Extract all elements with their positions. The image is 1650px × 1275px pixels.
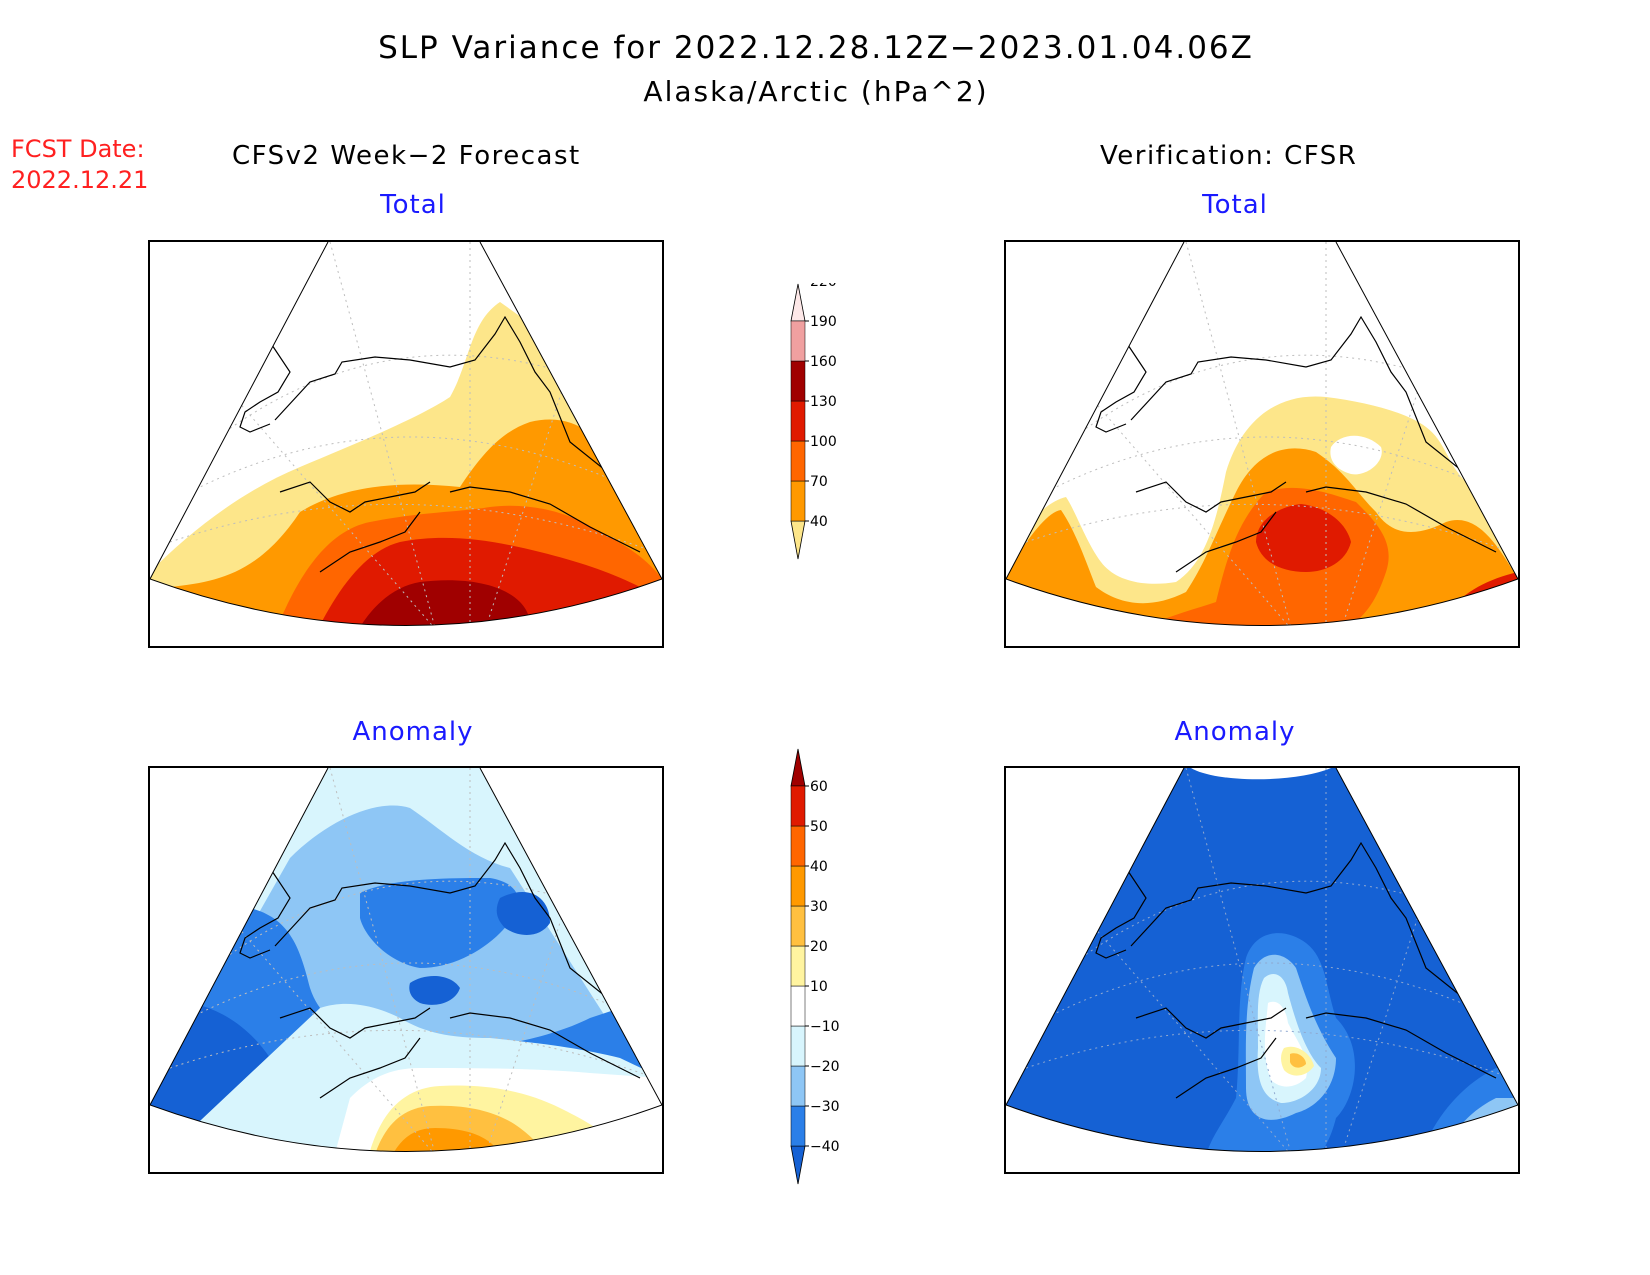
anomaly-colorbar-box: [790, 865, 806, 907]
total-colorbar-high-triangle: [790, 283, 806, 322]
forecast-anomaly-map: [148, 766, 664, 1174]
anomaly-colorbar-box: [790, 1105, 806, 1147]
forecast-date-label: FCST Date:: [11, 135, 145, 163]
anomaly-colorbar-svg: −40 −30 −20 −10 10 20 30 40 50 60: [790, 748, 840, 1185]
anomaly-colorbar-box: [790, 905, 806, 947]
anomaly-colorbar-label: 30: [810, 899, 828, 915]
anomaly-colorbar-label: −20: [810, 1059, 840, 1075]
anomaly-colorbar-label: 60: [810, 779, 828, 795]
total-colorbar-box: [790, 360, 806, 402]
forecast-anomaly-title: Anomaly: [352, 717, 474, 747]
total-colorbar-label: 190: [810, 314, 837, 330]
anomaly-colorbar-box: [790, 1025, 806, 1067]
total-colorbar-label: 220: [810, 283, 837, 290]
anomaly-colorbar-box: [790, 945, 806, 987]
total-colorbar-label: 160: [810, 354, 837, 370]
total-colorbar-box: [790, 440, 806, 482]
anomaly-colorbar-label: −10: [810, 1019, 840, 1035]
total-colorbar: 40 70 100 130 160 190 220: [790, 274, 870, 565]
total-colorbar-box: [790, 320, 806, 362]
verification-anomaly-map: [1004, 766, 1520, 1174]
total-colorbar-svg: 40 70 100 130 160 190 220: [790, 274, 837, 560]
verification-anomaly-title: Anomaly: [1174, 717, 1296, 747]
anomaly-colorbar-box: [790, 1065, 806, 1107]
forecast-date-value: 2022.12.21: [11, 166, 149, 194]
total-colorbar-label: 70: [810, 474, 828, 490]
anomaly-colorbar-label: −30: [810, 1099, 840, 1115]
anomaly-colorbar-label: 40: [810, 859, 828, 875]
total-colorbar-label: 40: [810, 514, 828, 530]
anomaly-colorbar-label: −40: [810, 1139, 840, 1155]
anomaly-colorbar-box: [790, 985, 806, 1027]
verification-total-map: [1004, 240, 1520, 648]
total-colorbar-low-triangle: [790, 520, 806, 560]
anomaly-colorbar-low-triangle: [790, 1145, 806, 1185]
verification-total-title: Total: [1202, 190, 1268, 220]
total-colorbar-box: [790, 480, 806, 522]
total-colorbar-box: [790, 400, 806, 442]
verification-column-heading: Verification: CFSR: [1100, 141, 1358, 171]
anomaly-colorbar-label: 50: [810, 819, 828, 835]
chart-title: SLP Variance for 2022.12.28.12Z−2023.01.…: [378, 30, 1254, 66]
forecast-total-title: Total: [380, 190, 446, 220]
anomaly-colorbar-label: 20: [810, 939, 828, 955]
chart-subtitle: Alaska/Arctic (hPa^2): [643, 75, 989, 108]
anomaly-colorbar-box: [790, 785, 806, 827]
forecast-total-map: [148, 240, 664, 648]
anomaly-colorbar: −40 −30 −20 −10 10 20 30 40 50 60: [790, 748, 870, 1190]
total-colorbar-label: 100: [810, 434, 837, 450]
forecast-column-heading: CFSv2 Week−2 Forecast: [232, 141, 581, 171]
anomaly-colorbar-high-triangle: [790, 748, 806, 787]
anomaly-colorbar-label: 10: [810, 979, 828, 995]
total-colorbar-label: 130: [810, 394, 837, 410]
anomaly-colorbar-box: [790, 825, 806, 867]
